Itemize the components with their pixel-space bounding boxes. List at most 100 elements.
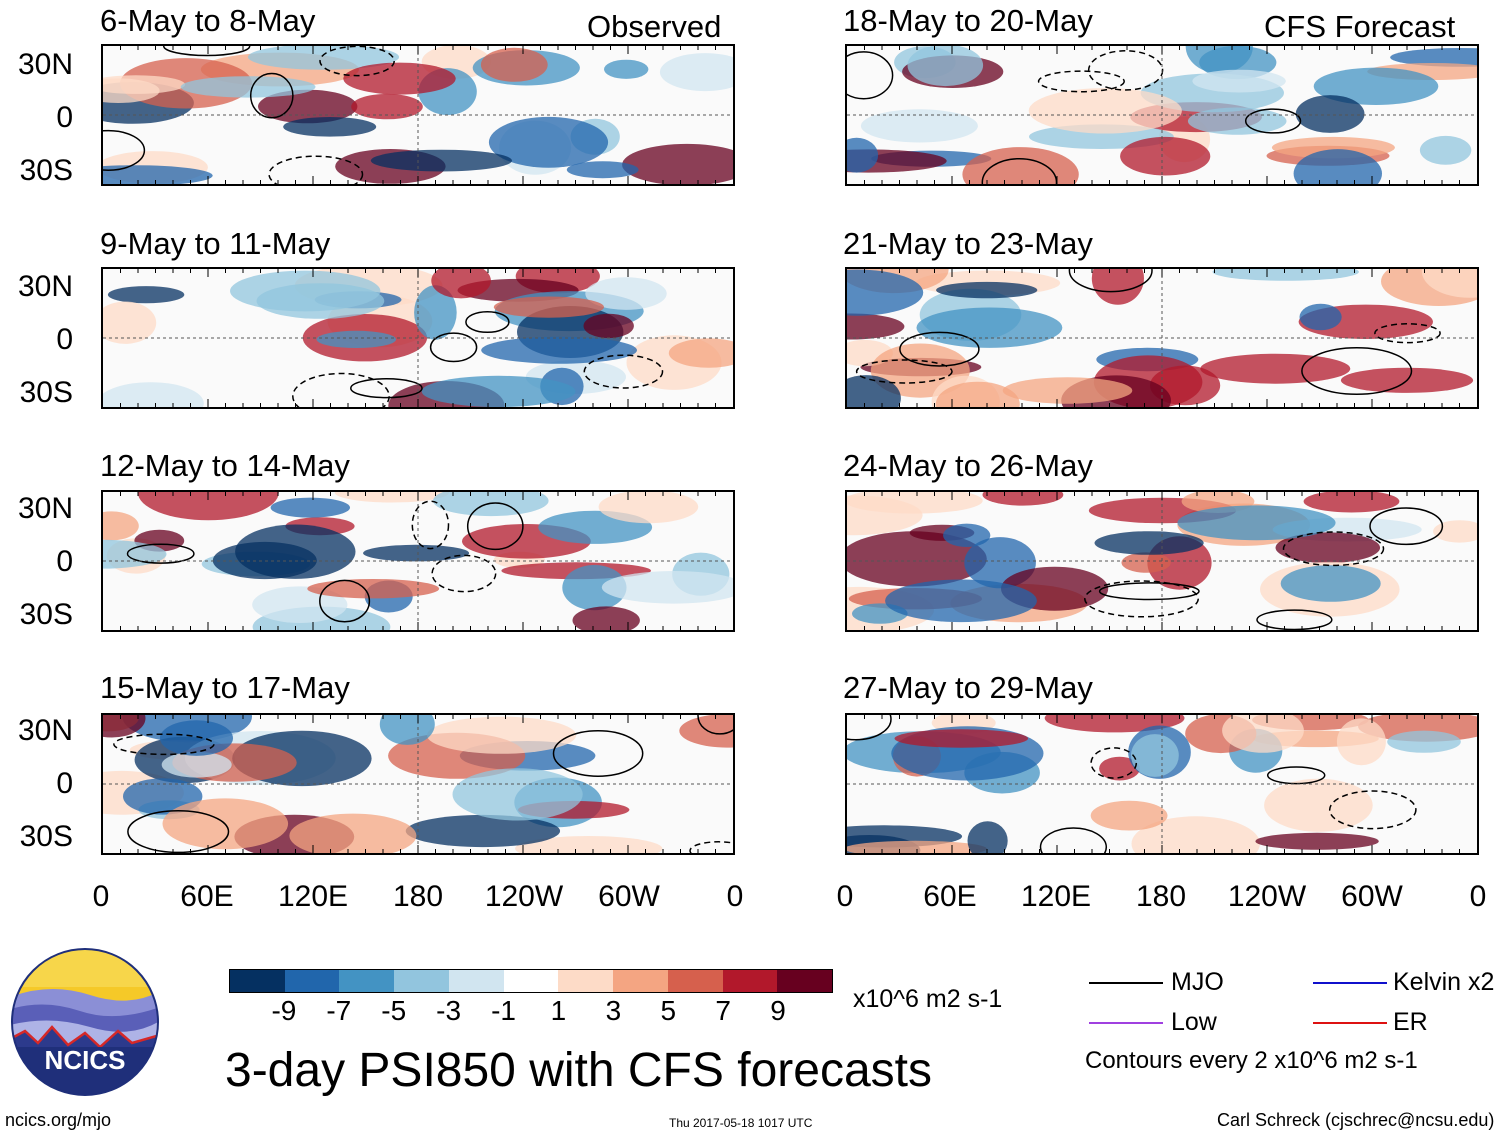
contour-line [1037,70,1125,93]
anomaly-blob [1131,816,1260,853]
legend-low: Low [1171,1008,1217,1036]
logo-text: NCICS [45,1045,126,1075]
lat-label-eq: 0 [56,767,73,800]
anomaly-blob [1131,734,1179,777]
anomaly-blob [414,285,457,340]
contour-line [1039,827,1108,853]
panel-title-2: 9-May to 11-May [100,226,331,261]
contour-line [1256,609,1333,630]
map-panel-fcst-1 [845,44,1479,186]
lon-label-0: 0 [836,880,854,913]
map-panel-obs-4 [101,713,735,855]
contour-line [847,715,892,741]
anomaly-blob [1433,520,1477,543]
figure-title: 3-day PSI850 with CFS forecasts [225,1044,932,1097]
lat-label-30n: 30N [17,270,73,303]
colorbar-tick: -3 [436,995,462,1026]
colorbar-swatch [339,970,395,992]
anomaly-blob [103,165,213,184]
anomaly-blob [601,571,733,604]
anomaly-blob [847,269,924,316]
anomaly-blob [103,75,186,94]
anomaly-blob [982,492,1064,506]
panel-title-6: 21-May to 23-May [843,226,1093,261]
anomaly-blob [1187,107,1287,135]
lon-label-0-end: 0 [726,880,744,913]
anomaly-blob [426,716,577,754]
colorbar-tick: 5 [660,995,677,1026]
anomaly-blob [1390,48,1477,67]
anomaly-blob [1121,552,1171,573]
legend-line-mjo [1089,982,1163,984]
anomaly-blob [230,270,381,312]
anomaly-blob [566,161,639,179]
lon-label-0: 0 [92,880,110,913]
anomaly-blob [885,579,1037,623]
anomaly-blob [847,495,923,536]
contours-note: Contours every 2 x10^6 m2 s-1 [1085,1047,1418,1074]
anomaly-blob [1091,269,1144,305]
contour-line [292,372,390,407]
anomaly-blob [1200,353,1351,384]
colorbar-swatch [613,970,668,992]
anomaly-blob [351,93,423,120]
anomaly-blob [480,47,548,82]
lat-label-30n: 30N [17,492,73,525]
anomaly-blob [679,715,733,748]
lat-label-eq: 0 [56,323,73,356]
anomaly-blob [405,814,561,848]
anomaly-blob [1120,136,1211,176]
anomaly-blob [1255,832,1379,850]
colorbar [229,969,833,993]
anomaly-blob [1421,269,1477,298]
footer-url[interactable]: ncics.org/mjo [5,1110,112,1130]
lon-label-120w: 120W [1227,880,1307,913]
map-field [847,269,1477,407]
lat-label-eq: 0 [56,101,73,134]
contour-line [1084,580,1199,618]
lon-label-180: 180 [392,880,444,913]
legend-line-kelvin [1313,982,1387,984]
anomaly-blob [962,147,1079,184]
colorbar-tick: 9 [770,995,786,1026]
lat-label-30s: 30S [19,598,73,631]
lon-label-120e: 120E [1020,880,1092,913]
anomaly-blob [180,76,316,98]
contour-line [429,332,478,363]
observed-label: Observed [587,9,722,44]
anomaly-blob [1185,46,1253,74]
map-field [847,46,1477,184]
anomaly-blob [107,286,185,304]
anomaly-blob [160,720,233,756]
anomaly-blob [212,541,317,580]
contour-line [1374,323,1441,344]
colorbar-tick: -7 [326,995,352,1026]
anomaly-blob [585,277,667,310]
anomaly-blob [379,715,435,745]
anomaly-blob [493,296,604,318]
contour-line [103,129,146,171]
anomaly-blob [343,62,456,95]
anomaly-blob [1264,778,1373,832]
map-field [103,715,733,853]
contour-line [319,46,395,77]
anomaly-blob [270,497,350,518]
contour-line [899,331,980,367]
anomaly-blob [916,307,1063,348]
anomaly-blob [847,375,901,407]
panel-title-5: 18-May to 20-May [843,3,1093,38]
colorbar-swatch [558,970,614,992]
legend-kelvin: Kelvin x2 [1393,968,1495,996]
colorbar-tick: -1 [491,995,516,1026]
anomaly-blob [103,382,204,407]
panel-title-1: 6-May to 8-May [100,3,316,38]
contour-line [847,51,894,100]
contour-line [1266,766,1326,785]
anomaly-blob [1271,136,1395,159]
colorbar-swatch [667,970,723,992]
contour-line [431,554,497,593]
colorbar-swatch [284,970,340,992]
panel-title-7: 24-May to 26-May [843,448,1093,483]
anomaly-blob [1094,531,1204,555]
contour-line [1369,507,1444,546]
